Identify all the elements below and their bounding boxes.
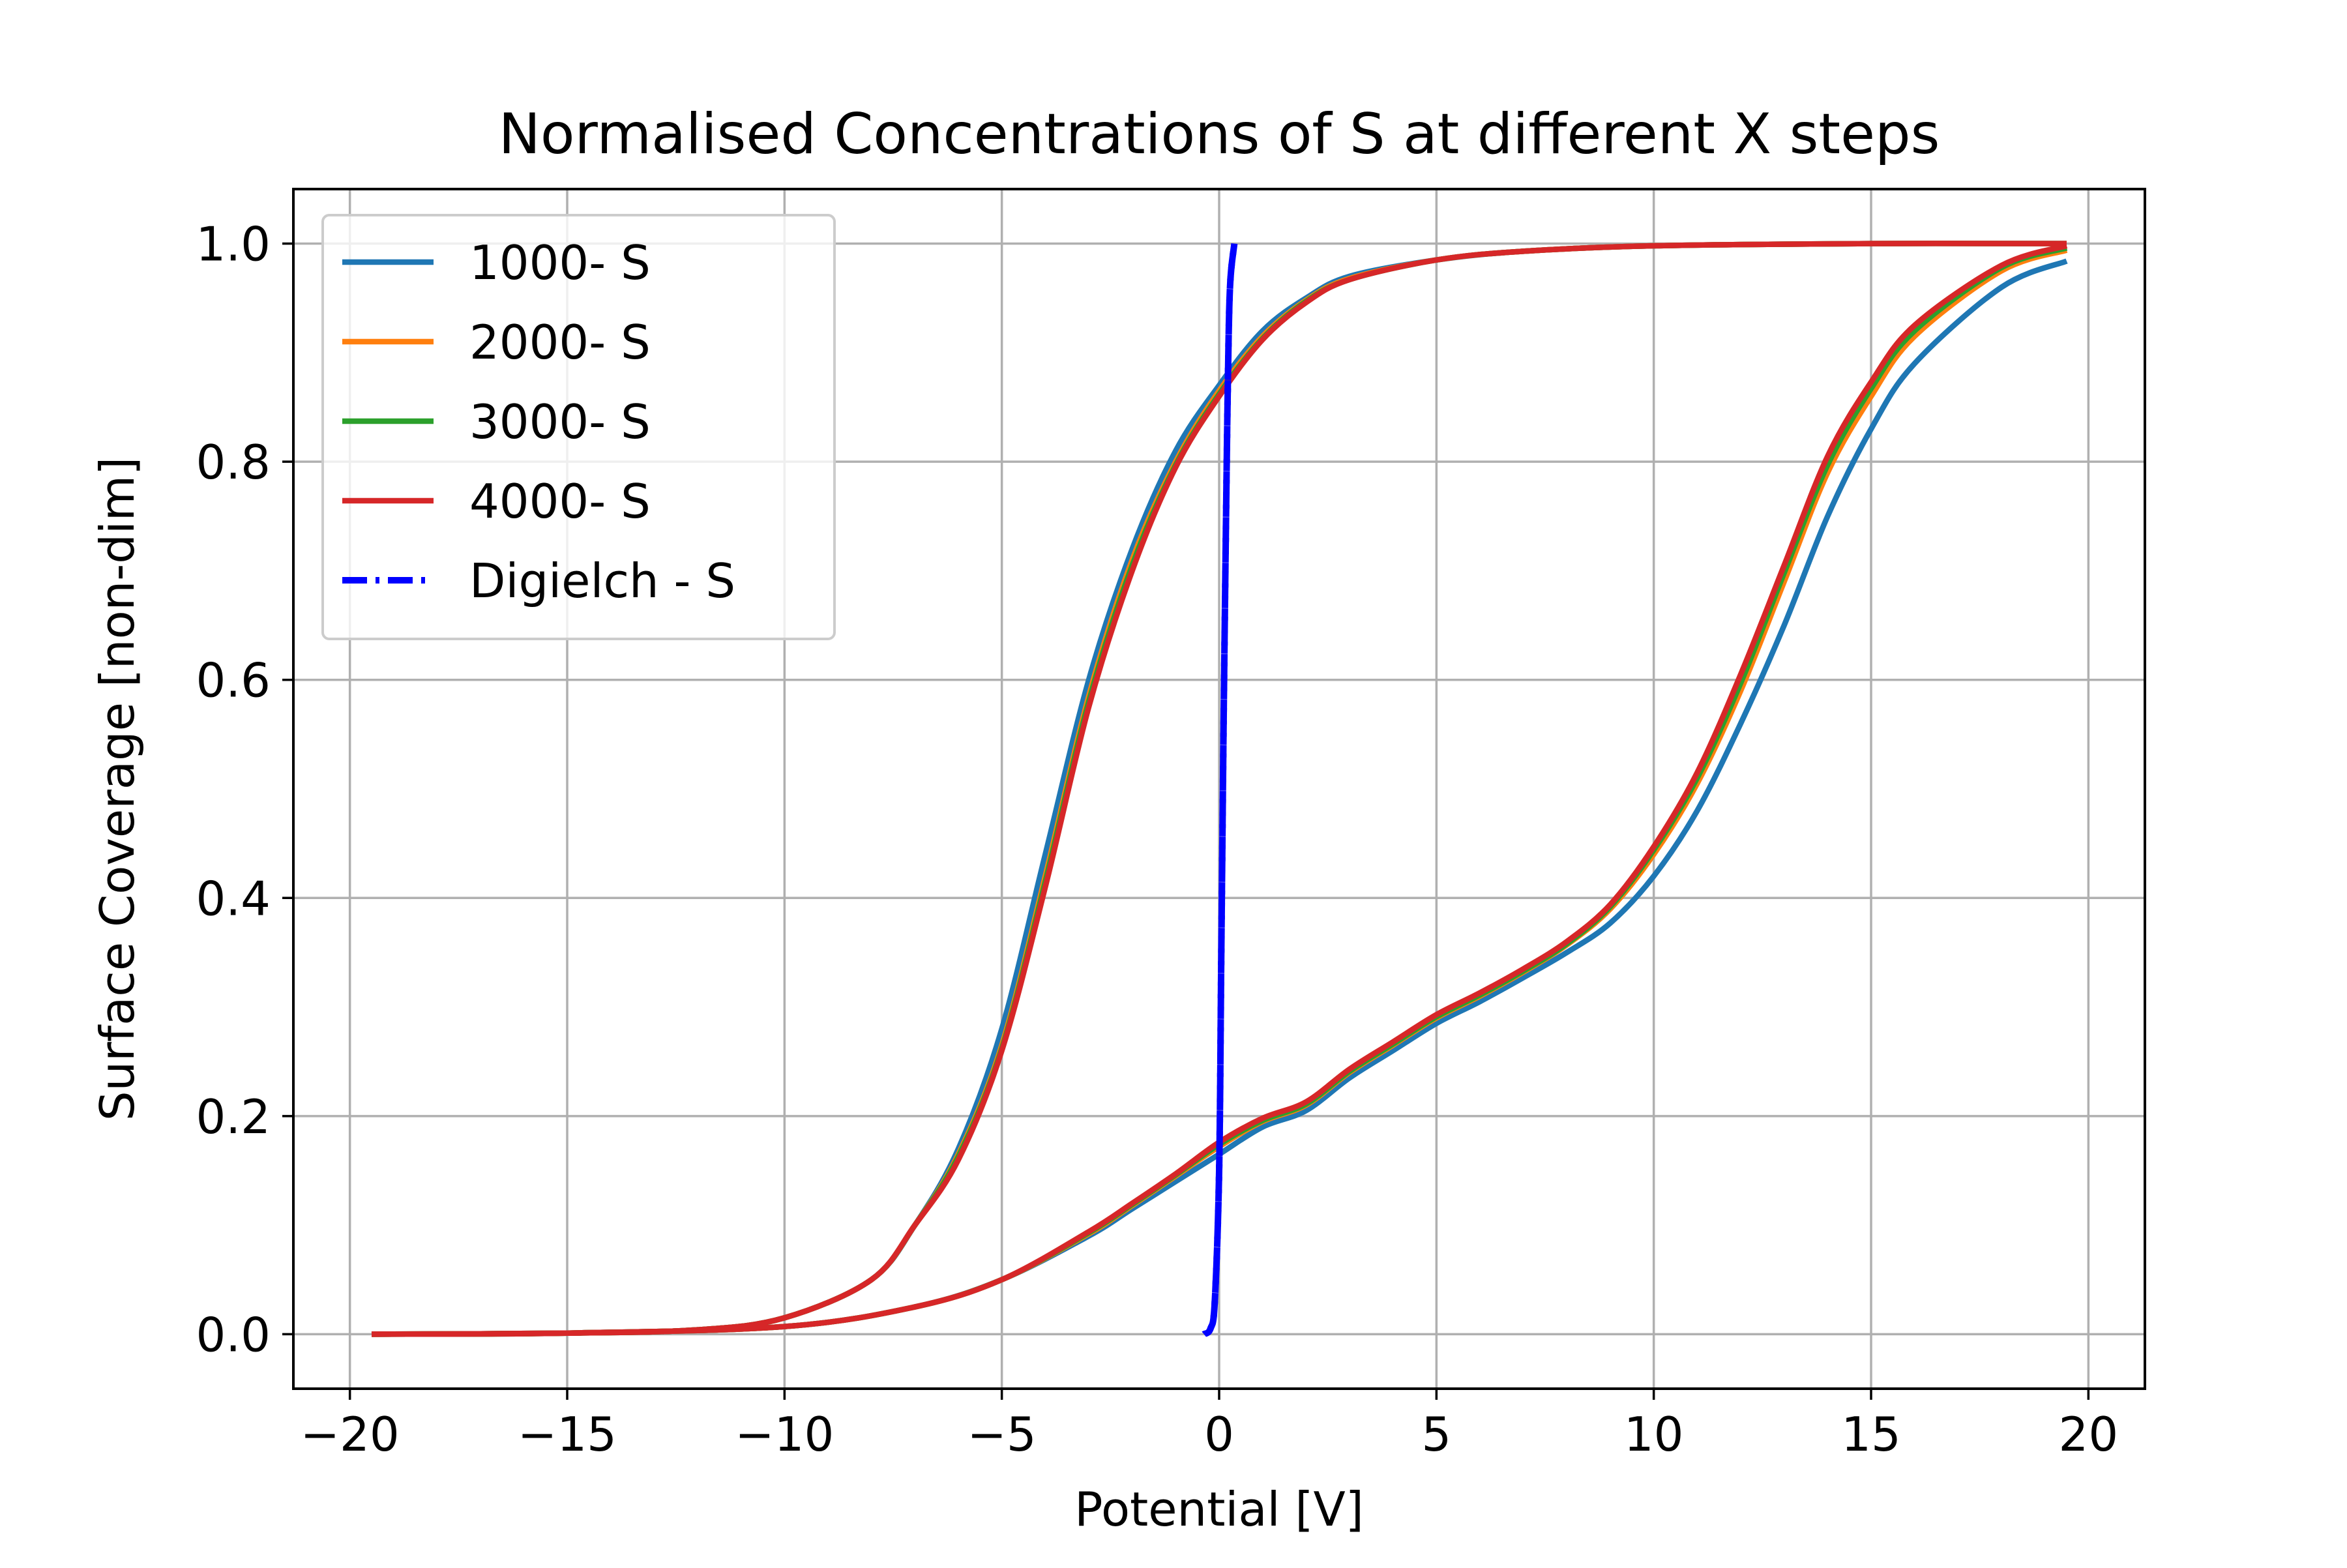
x-tick-label: 10 (1624, 1407, 1684, 1462)
series-4000-s (371, 241, 2068, 1337)
series-digielch-s (1202, 243, 1238, 1337)
x-tick-label: −20 (301, 1407, 400, 1462)
x-tick-label: 5 (1421, 1407, 1451, 1462)
series-line-reverse (1202, 243, 1238, 1337)
legend: 1000- S 2000- S 3000- S 4000- S Digielch - S (321, 214, 836, 640)
y-tick-label: 0.6 (196, 653, 271, 708)
chart-title: Normalised Concentrations of S at differ… (499, 102, 1940, 167)
x-tick-label: 20 (2059, 1407, 2119, 1462)
legend-label: 3000- S (469, 394, 651, 449)
legend-label: 2000- S (469, 315, 651, 370)
x-tick-label: −15 (518, 1407, 617, 1462)
series-line-reverse (371, 243, 2068, 1337)
x-tick-label: 0 (1204, 1407, 1234, 1462)
x-axis-label: Potential [V] (1074, 1482, 1364, 1537)
x-tick-label: 15 (1841, 1407, 1901, 1462)
y-tick-label: 1.0 (196, 217, 271, 272)
y-axis-label: Surface Coverage [non-dim] (90, 457, 145, 1121)
x-tick-label: −10 (735, 1407, 834, 1462)
series-line-forward (371, 241, 2067, 1337)
series-group (371, 241, 2068, 1337)
y-tick-label: 0.0 (196, 1307, 271, 1362)
y-tick-label: 0.2 (196, 1089, 271, 1144)
y-tick-label: 0.8 (196, 435, 271, 490)
legend-label: 1000- S (469, 235, 651, 290)
x-tick-label: −5 (967, 1407, 1037, 1462)
legend-label: Digielch - S (469, 554, 735, 608)
legend-box (321, 214, 836, 640)
legend-label: 4000- S (469, 474, 651, 529)
y-tick-label: 0.4 (196, 871, 271, 926)
axes-ticks: −20 −15 −10 −5 0 5 10 15 20 0.0 0.2 0.4 0.6 0.8 1.0 (196, 217, 2118, 1462)
